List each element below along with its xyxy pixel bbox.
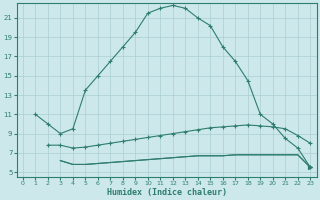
X-axis label: Humidex (Indice chaleur): Humidex (Indice chaleur) — [107, 188, 227, 197]
